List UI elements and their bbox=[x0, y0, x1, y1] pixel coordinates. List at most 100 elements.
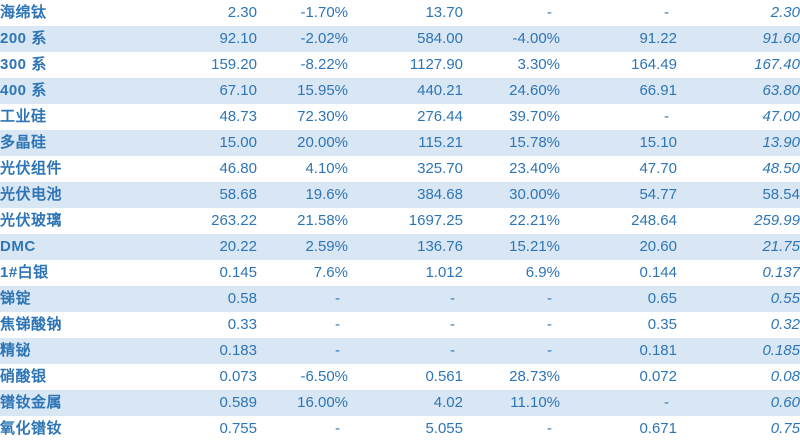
cell-value: 46.80 bbox=[219, 160, 257, 177]
cell-value: 48.73 bbox=[219, 108, 257, 125]
row-label: 硝酸银 bbox=[0, 368, 47, 385]
cell-estimate: 47.00 bbox=[762, 108, 800, 125]
cell-value: 0.35 bbox=[647, 316, 677, 333]
cell-value: - bbox=[450, 316, 455, 333]
cell-value: - bbox=[335, 420, 340, 437]
cell-value: 24.60% bbox=[463, 78, 560, 104]
cell-value: 325.70 bbox=[417, 160, 463, 177]
cell-value: - bbox=[560, 390, 677, 416]
row-label: 锑锭 bbox=[0, 286, 150, 312]
cell-value: 92.10 bbox=[150, 26, 257, 52]
cell-value: 4.02 bbox=[348, 390, 463, 416]
cell-value: 1697.25 bbox=[408, 212, 463, 229]
cell-value: - bbox=[257, 286, 348, 312]
cell-value: 0.755 bbox=[219, 420, 257, 437]
row-label: 海绵钛 bbox=[0, 4, 47, 21]
cell-estimate: 259.99 bbox=[754, 212, 800, 229]
cell-value: - bbox=[463, 338, 560, 364]
cell-estimate: 48.50 bbox=[762, 160, 800, 177]
cell-value: 15.21% bbox=[463, 234, 560, 260]
cell-value: 47.70 bbox=[639, 160, 677, 177]
cell-value: - bbox=[664, 108, 669, 125]
cell-value: 0.145 bbox=[219, 264, 257, 281]
table-row: 200 系 92.10 -2.02% 584.00 -4.00% 91.22 91.60 bbox=[0, 26, 800, 52]
cell-value: - bbox=[547, 4, 552, 21]
cell-value: - bbox=[664, 4, 669, 21]
table-row: 氧化镨钕 0.755 - 5.055 - 0.671 0.75 bbox=[0, 416, 800, 442]
row-label: 光伏玻璃 bbox=[0, 212, 63, 229]
cell-value: - bbox=[547, 420, 552, 437]
cell-value: -2.02% bbox=[257, 26, 348, 52]
cell-value: 15.00 bbox=[150, 130, 257, 156]
cell-value: 1127.90 bbox=[409, 56, 463, 73]
cell-value: 11.10% bbox=[463, 390, 560, 416]
cell-value: 248.64 bbox=[631, 212, 677, 229]
table-row: 硝酸银 0.073 -6.50% 0.561 28.73% 0.072 0.08 bbox=[0, 364, 800, 390]
cell-value: 15.10 bbox=[560, 130, 677, 156]
cell-estimate: 167.40 bbox=[754, 56, 800, 73]
table-row: 1#白银 0.145 7.6% 1.012 6.9% 0.144 0.137 bbox=[0, 260, 800, 286]
cell-value: - bbox=[348, 286, 463, 312]
cell-estimate: 0.185 bbox=[677, 338, 800, 364]
row-label: 焦锑酸钠 bbox=[0, 316, 63, 333]
cell-value: 164.49 bbox=[631, 56, 677, 73]
cell-value: 72.30% bbox=[297, 108, 348, 125]
cell-estimate: 2.30 bbox=[770, 4, 800, 21]
cell-value: 30.00% bbox=[463, 182, 560, 208]
row-label: 200 系 bbox=[0, 26, 150, 52]
cell-value: -8.22% bbox=[300, 56, 348, 73]
cell-value: - bbox=[335, 316, 340, 333]
cell-estimate: 91.60 bbox=[677, 26, 800, 52]
cell-value: 20.60 bbox=[560, 234, 677, 260]
cell-value: 20.00% bbox=[257, 130, 348, 156]
cell-value: 28.73% bbox=[509, 368, 560, 385]
row-label: 精铋 bbox=[0, 338, 150, 364]
cell-value: - bbox=[547, 316, 552, 333]
row-label: 工业硅 bbox=[0, 108, 47, 125]
cell-value: 2.30 bbox=[227, 4, 257, 21]
row-label: 光伏电池 bbox=[0, 182, 150, 208]
table-row: 焦锑酸钠 0.33 - - - 0.35 0.32 bbox=[0, 312, 800, 338]
row-label: 1#白银 bbox=[0, 264, 49, 281]
cell-value: 16.00% bbox=[257, 390, 348, 416]
cell-estimate: 21.75 bbox=[677, 234, 800, 260]
cell-value: 136.76 bbox=[348, 234, 463, 260]
cell-value: 0.65 bbox=[560, 286, 677, 312]
cell-value: 0.073 bbox=[219, 368, 257, 385]
table-row: 光伏组件 46.80 4.10% 325.70 23.40% 47.70 48.50 bbox=[0, 156, 800, 182]
cell-value: - bbox=[348, 338, 463, 364]
table-row: 400 系 67.10 15.95% 440.21 24.60% 66.91 63.80 bbox=[0, 78, 800, 104]
cell-value: 0.33 bbox=[227, 316, 257, 333]
cell-value: 159.20 bbox=[211, 56, 257, 73]
cell-value: 0.181 bbox=[560, 338, 677, 364]
table-row: 镨钕金属 0.589 16.00% 4.02 11.10% -0.60 bbox=[0, 390, 800, 416]
cell-value: 15.95% bbox=[257, 78, 348, 104]
table-row: 工业硅 48.73 72.30% 276.44 39.70% - 47.00 bbox=[0, 104, 800, 130]
cell-estimate: 0.55 bbox=[677, 286, 800, 312]
table-row: 海绵钛 2.30 -1.70% 13.70 - - 2.30 bbox=[0, 0, 800, 26]
cell-value: 584.00 bbox=[348, 26, 463, 52]
cell-value: 21.58% bbox=[297, 212, 348, 229]
cell-value: 66.91 bbox=[560, 78, 677, 104]
cell-estimate: 0.75 bbox=[770, 420, 800, 437]
cell-value: -4.00% bbox=[463, 26, 560, 52]
cell-value: 1.012 bbox=[425, 264, 463, 281]
cell-value: 7.6% bbox=[313, 264, 348, 281]
cell-value: - bbox=[257, 338, 348, 364]
table-row: 300 系 159.20 -8.22% 1127.90 3.30% 164.49 167.4… bbox=[0, 52, 800, 78]
table-row: 多晶硅 15.00 20.00% 115.21 15.78% 15.10 13.90 bbox=[0, 130, 800, 156]
cell-value: 22.21% bbox=[509, 212, 560, 229]
cell-value: 91.22 bbox=[560, 26, 677, 52]
row-label: 光伏组件 bbox=[0, 160, 63, 177]
cell-value: 384.68 bbox=[348, 182, 463, 208]
cell-value: 20.22 bbox=[150, 234, 257, 260]
row-label: 镨钕金属 bbox=[0, 390, 150, 416]
cell-value: 67.10 bbox=[150, 78, 257, 104]
cell-estimate: 0.60 bbox=[677, 390, 800, 416]
cell-value: 4.10% bbox=[305, 160, 348, 177]
row-label: 氧化镨钕 bbox=[0, 420, 63, 437]
cell-value: 54.77 bbox=[560, 182, 677, 208]
